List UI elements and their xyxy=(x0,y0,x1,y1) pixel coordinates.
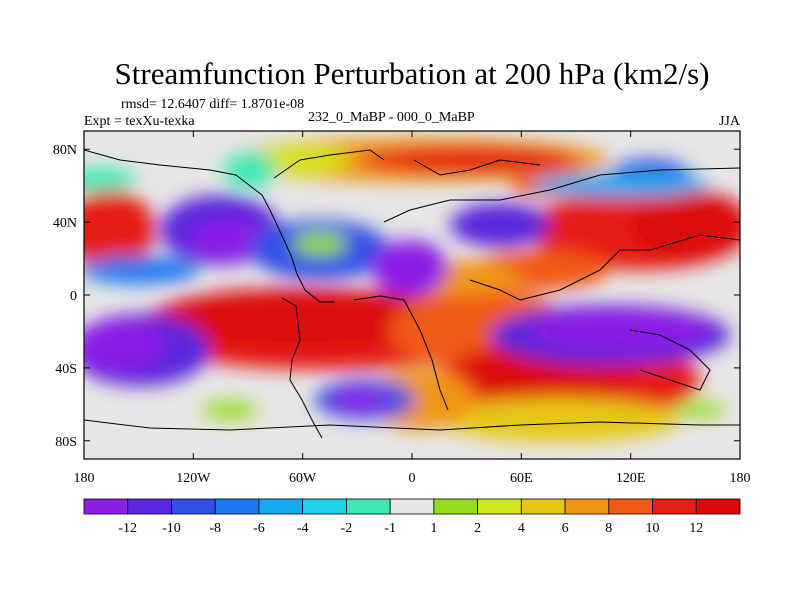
colorbar-label: -1 xyxy=(384,521,396,536)
colorbar-label: 4 xyxy=(518,521,525,536)
coastlines xyxy=(84,149,740,439)
colorbar-label: 1 xyxy=(430,521,437,536)
colorbar-label: -6 xyxy=(253,521,265,536)
x-tick-label: 180 xyxy=(74,471,95,486)
colorbar-swatch xyxy=(477,498,522,515)
difference-label: 232_0_MaBP - 000_0_MaBP xyxy=(308,110,475,125)
colorbar-swatch xyxy=(433,498,479,515)
y-tick-label: 40S xyxy=(55,362,77,377)
colorbar-swatch xyxy=(127,498,172,515)
axes: 180 120W 60W 0 60E 120E 180 80N 40N 0 40S 80S xyxy=(53,131,751,486)
x-tick-label: 0 xyxy=(409,471,416,486)
colorbar-label: -12 xyxy=(118,521,137,536)
colorbar-swatch xyxy=(520,498,566,515)
colorbar-swatch xyxy=(345,498,391,515)
colorbar-label: 10 xyxy=(646,521,660,536)
colorbar-swatch xyxy=(214,498,260,515)
colorbar-swatch xyxy=(83,498,129,515)
x-tick-label: 120W xyxy=(176,471,211,486)
x-tick-label: 60E xyxy=(510,471,533,486)
colorbar-swatch xyxy=(564,498,610,515)
colorbar-swatch xyxy=(389,498,435,515)
colorbar-swatch xyxy=(652,498,697,515)
experiment-label: Expt = texXu-texka xyxy=(84,114,195,129)
y-tick-label: 0 xyxy=(70,289,77,304)
stats-text: rmsd= 12.6407 diff= 1.8701e-08 xyxy=(121,97,304,112)
colorbar-label: 8 xyxy=(605,521,612,536)
colorbar: -12 -10 -8 -6 -4 -2 -1 1 2 4 6 8 10 12 xyxy=(83,498,741,536)
season-label: JJA xyxy=(719,114,741,129)
map-plot xyxy=(83,130,741,460)
colorbar-swatch xyxy=(608,498,653,515)
colorbar-label: -8 xyxy=(209,521,221,536)
y-tick-label: 80S xyxy=(55,435,77,450)
colorbar-label: -4 xyxy=(297,521,309,536)
x-tick-label: 180 xyxy=(730,471,751,486)
colorbar-label: -2 xyxy=(341,521,353,536)
x-tick-label: 60W xyxy=(289,471,317,486)
colorbar-swatch xyxy=(258,498,304,515)
x-tick-label: 120E xyxy=(616,471,646,486)
colorbar-swatch xyxy=(302,498,347,515)
colorbar-swatch xyxy=(695,498,741,515)
colorbar-swatch xyxy=(171,498,216,515)
y-tick-label: 80N xyxy=(53,143,77,158)
y-tick-label: 40N xyxy=(53,216,77,231)
colorbar-label: 6 xyxy=(562,521,569,536)
colorbar-label: 2 xyxy=(474,521,481,536)
colorbar-label: -10 xyxy=(162,521,181,536)
colorbar-label: 12 xyxy=(689,521,703,536)
chart-title: Streamfunction Perturbation at 200 hPa (… xyxy=(115,56,710,91)
